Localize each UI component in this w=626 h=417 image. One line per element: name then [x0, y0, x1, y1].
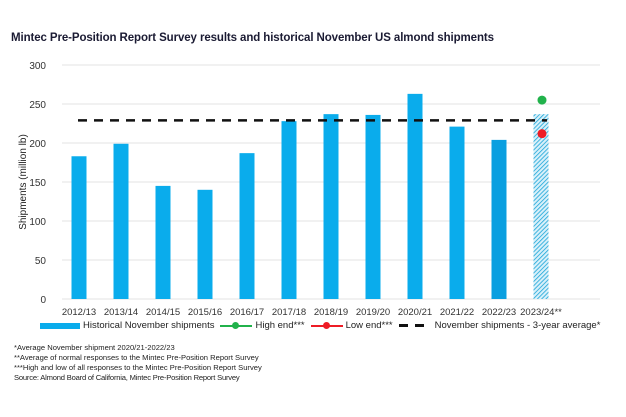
- x-tick-label: 2012/13: [62, 307, 96, 318]
- bar-2015-16: [197, 189, 213, 299]
- y-tick-label: 300: [29, 61, 46, 72]
- footnote-3: ***High and low of all responses to the …: [14, 363, 262, 372]
- bar-2017-18: [281, 121, 297, 299]
- low-end-point: [537, 129, 547, 139]
- source-note: Source: Almond Board of California, Mint…: [14, 373, 240, 382]
- legend-label-high-end: High end***: [255, 320, 305, 331]
- bar-2021-22: [449, 126, 465, 300]
- bar-2016-17: [239, 153, 255, 299]
- x-tick-label: 2016/17: [230, 307, 264, 318]
- legend-item-historical: Historical November shipments: [40, 320, 214, 331]
- bar-2012-13: [71, 156, 87, 299]
- y-tick-label: 200: [29, 139, 46, 150]
- bar-2020-21: [407, 93, 423, 299]
- x-tick-label: 2023/24**: [520, 307, 562, 318]
- legend-item-average: November shipments - 3-year average*: [398, 320, 601, 331]
- bar-2013-14: [113, 143, 129, 299]
- y-tick-label: 0: [40, 295, 46, 306]
- x-tick-label: 2021/22: [440, 307, 474, 318]
- x-tick-label: 2018/19: [314, 307, 348, 318]
- high-end-point: [537, 95, 547, 105]
- bar-2022-23: [491, 139, 507, 299]
- footnotes: *Average November shipment 2020/21-2022/…: [14, 343, 262, 383]
- y-tick-label: 250: [29, 100, 46, 111]
- legend-swatch-high: [220, 321, 253, 329]
- legend-swatch-low: [310, 321, 343, 329]
- x-tick-label: 2020/21: [398, 307, 432, 318]
- x-tick-label: 2017/18: [272, 307, 306, 318]
- legend-label-average: November shipments - 3-year average*: [434, 320, 601, 331]
- chart-title: Mintec Pre-Position Report Survey result…: [11, 32, 494, 44]
- bar-2019-20: [365, 114, 381, 299]
- footnote-2: **Average of normal responses to the Min…: [14, 353, 259, 362]
- legend-item-low-end: Low end***: [310, 320, 393, 331]
- y-tick-label: 50: [35, 256, 47, 267]
- legend: Historical November shipments High end**…: [40, 320, 606, 331]
- footnote-1: *Average November shipment 2020/21-2022/…: [14, 343, 175, 352]
- legend-item-high-end: High end***: [220, 320, 305, 331]
- legend-swatch-bar: [40, 322, 80, 329]
- x-tick-label: 2013/14: [104, 307, 138, 318]
- x-tick-label: 2019/20: [356, 307, 390, 318]
- legend-swatch-dash: [398, 324, 429, 327]
- x-tick-label: 2015/16: [188, 307, 222, 318]
- bar-2014-15: [155, 185, 171, 299]
- x-tick-label: 2022/23: [482, 307, 516, 318]
- legend-label-low-end: Low end***: [345, 320, 393, 331]
- y-tick-label: 100: [29, 217, 46, 228]
- legend-label-historical: Historical November shipments: [83, 320, 215, 331]
- bar-2018-19: [323, 114, 339, 299]
- x-tick-label: 2014/15: [146, 307, 180, 318]
- y-axis-label: Shipments (million lb): [18, 134, 29, 230]
- bar-2023-24--: [533, 114, 549, 299]
- y-tick-label: 150: [29, 178, 46, 189]
